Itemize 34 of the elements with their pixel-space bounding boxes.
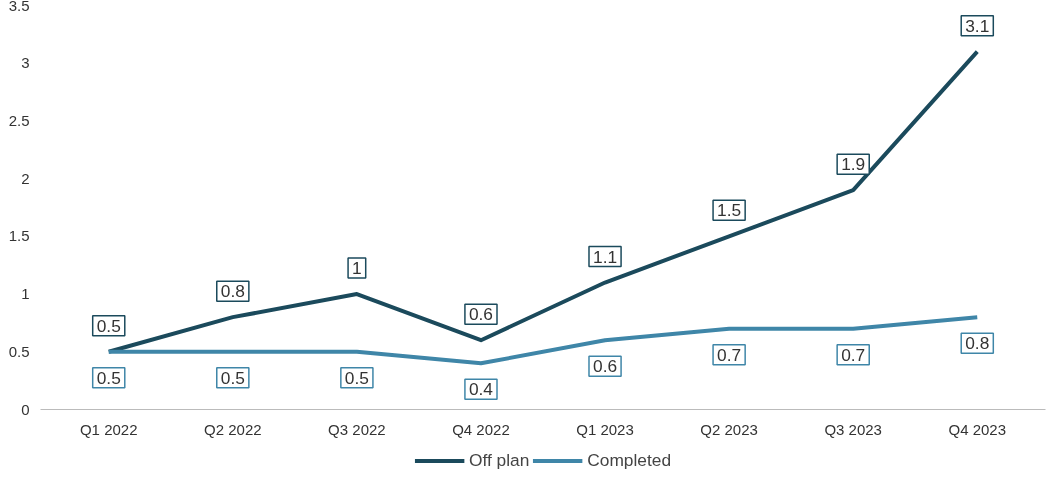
x-tick-label: Q3 2022 [328,420,386,438]
data-label: 0.4 [468,379,494,400]
y-tick-label: 2.5 [8,111,30,129]
data-label: 1.9 [841,154,866,175]
data-label: 3.1 [965,15,990,36]
data-label: 0.6 [468,304,494,325]
x-tick-label: Q2 2022 [204,420,262,438]
data-label: 0.8 [965,333,990,354]
data-label: 0.8 [220,281,245,302]
data-label: 0.5 [96,315,121,336]
y-tick-label: 1.5 [8,227,30,245]
data-label: 0.5 [344,367,369,388]
legend-label: Off plan [468,449,530,471]
x-tick-label: Q4 2022 [452,420,510,438]
data-label: 0.7 [841,344,866,365]
legend-label: Completed [587,449,672,471]
data-label: 0.5 [96,367,121,388]
x-tick-label: Q2 2023 [700,420,758,438]
y-tick-label: 0.5 [8,342,30,360]
x-tick-label: Q1 2023 [576,420,634,438]
y-tick-label: 0 [21,400,30,418]
x-tick-label: Q4 2023 [948,420,1007,438]
data-label: 0.7 [717,344,742,365]
y-tick-label: 3 [21,54,30,72]
data-label: 1 [352,258,362,279]
data-label: 0.6 [592,356,618,377]
x-tick-label: Q1 2022 [79,420,138,438]
data-label: 0.5 [220,367,245,388]
y-tick-label: 1 [21,285,30,303]
y-tick-label: 3.5 [8,0,30,14]
y-tick-label: 2 [21,169,30,187]
x-tick-label: Q3 2023 [824,420,882,438]
data-label: 1.1 [592,246,618,267]
data-label: 1.5 [717,200,742,221]
